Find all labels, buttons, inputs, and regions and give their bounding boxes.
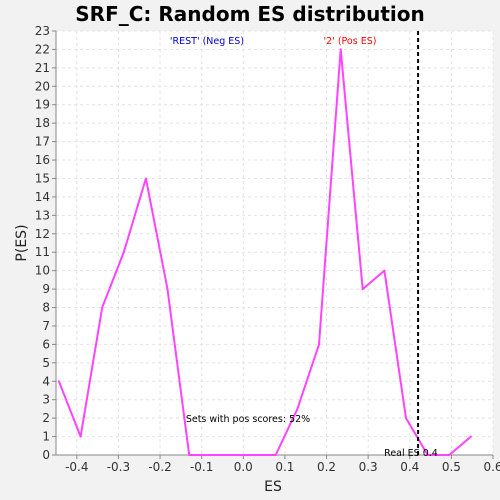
y-tick-label: 8 <box>42 301 50 315</box>
y-tick-label: 11 <box>35 245 50 259</box>
data-point <box>188 454 191 456</box>
x-tick-label: -0.4 <box>65 460 88 474</box>
x-tick-label: -0.3 <box>107 460 130 474</box>
y-tick-label: 5 <box>42 356 50 370</box>
y-tick-label: 20 <box>35 79 50 93</box>
x-tick-label: 0.5 <box>442 460 461 474</box>
x-tick-label: 0.1 <box>275 460 294 474</box>
y-tick-label: 23 <box>35 24 50 38</box>
y-tick-label: 1 <box>42 430 50 444</box>
real-es-label: Real ES 0.4 <box>384 448 438 459</box>
data-point <box>253 454 256 456</box>
x-tick-label: 0.4 <box>400 460 419 474</box>
pos-es-label: '2' (Pos ES) <box>324 36 377 47</box>
y-tick-label: 2 <box>42 411 50 425</box>
data-point <box>405 417 408 420</box>
y-tick-label: 0 <box>42 448 50 462</box>
y-axis-title: P(ES) <box>14 224 30 261</box>
pos-scores-label: Sets with pos scores: 52% <box>186 414 310 425</box>
data-point <box>318 343 321 346</box>
data-point <box>296 407 299 410</box>
data-point <box>166 288 169 291</box>
y-tick-label: 19 <box>35 98 50 112</box>
y-tick-label: 15 <box>35 171 50 185</box>
x-tick-label: 0.6 <box>483 460 500 474</box>
x-tick-label: 0.3 <box>359 460 378 474</box>
data-point <box>231 454 234 456</box>
x-tick-label: 0.2 <box>317 460 336 474</box>
plot-area <box>56 31 493 455</box>
y-tick-label: 18 <box>35 116 50 130</box>
y-tick-label: 22 <box>35 42 50 56</box>
data-point <box>79 435 82 438</box>
y-tick-label: 3 <box>42 393 50 407</box>
x-axis-title: ES <box>264 479 282 495</box>
x-tick-label: -0.1 <box>190 460 213 474</box>
y-tick-label: 7 <box>42 319 50 333</box>
y-tick-label: 13 <box>35 208 50 222</box>
data-point <box>144 177 147 180</box>
chart-title: SRF_C: Random ES distribution <box>75 2 424 26</box>
series-line <box>57 48 472 456</box>
data-point <box>448 454 451 456</box>
y-tick-label: 14 <box>35 190 50 204</box>
data-point <box>209 454 212 456</box>
y-tick-label: 21 <box>35 61 50 75</box>
data-point <box>57 380 60 383</box>
data-point <box>426 454 429 456</box>
x-tick-labels: -0.4 -0.3 -0.2 -0.1 0.0 0.1 0.2 0.3 0.4 0.5 0.6 <box>65 460 500 474</box>
y-tick-label: 12 <box>35 227 50 241</box>
series <box>57 48 472 456</box>
data-point <box>383 269 386 272</box>
x-tick-label: 0.0 <box>234 460 253 474</box>
data-point <box>101 306 104 309</box>
data-point <box>469 435 472 438</box>
y-tick-label: 6 <box>42 337 50 351</box>
data-point <box>274 454 277 456</box>
y-tick-label: 17 <box>35 135 50 149</box>
y-tick-label: 10 <box>35 264 50 278</box>
data-point <box>122 251 125 254</box>
data-point <box>361 288 364 291</box>
y-tick-label: 4 <box>42 374 50 388</box>
neg-es-label: 'REST' (Neg ES) <box>170 36 244 47</box>
x-tick-label: -0.2 <box>148 460 171 474</box>
y-tick-label: 16 <box>35 153 50 167</box>
data-point <box>339 48 342 51</box>
y-tick-label: 9 <box>42 282 50 296</box>
